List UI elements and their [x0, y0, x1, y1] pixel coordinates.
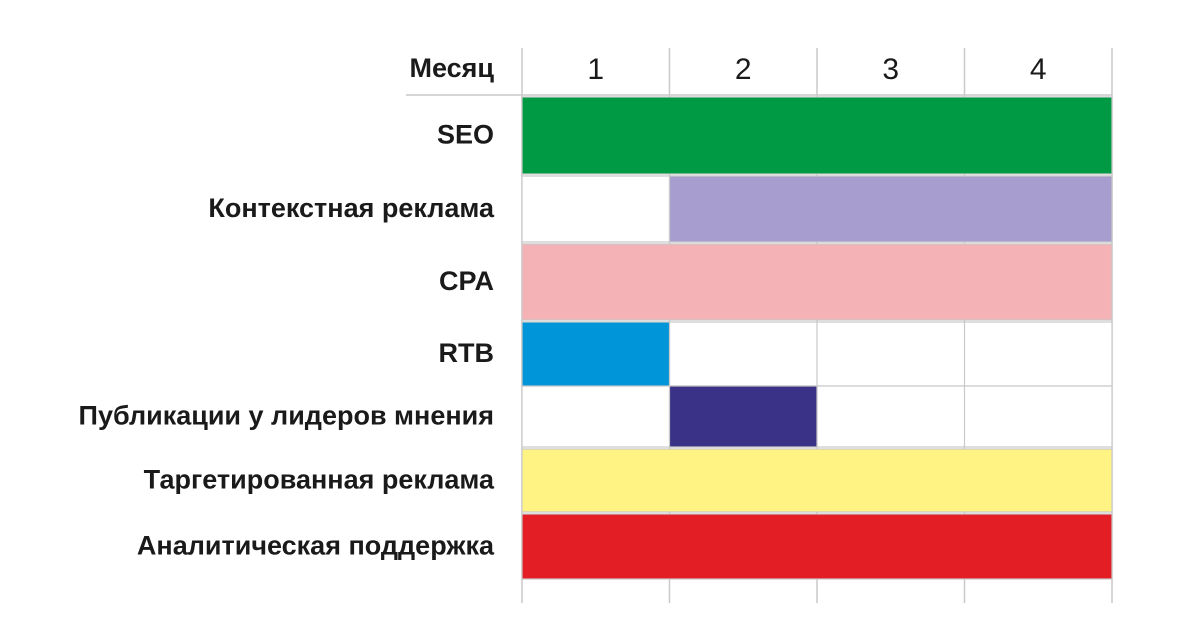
row-label: RTB: [439, 338, 495, 368]
task-bar: [521, 321, 671, 387]
month-label: 4: [1030, 53, 1047, 86]
row-label: Аналитическая поддержка: [137, 531, 495, 561]
header-label: Месяц: [409, 53, 494, 83]
row-label: Контекстная реклама: [208, 193, 495, 223]
task-bar: [668, 175, 1113, 243]
row-label: Публикации у лидеров мнения: [79, 401, 494, 431]
task-bar: [668, 385, 818, 448]
task-bars: [521, 96, 1113, 580]
row-labels: SEO Контекстная реклама CPA RTB Публикации у…: [79, 120, 495, 561]
month-label: 1: [587, 53, 604, 86]
task-bar: [521, 513, 1113, 580]
task-bar: [521, 96, 1113, 175]
row-label: CPA: [439, 266, 494, 296]
row-label: Таргетированная реклама: [144, 465, 495, 495]
month-label: 2: [735, 53, 752, 86]
task-bar: [521, 448, 1113, 513]
task-bar: [521, 243, 1113, 321]
month-label: 3: [882, 53, 899, 86]
row-label: SEO: [437, 120, 494, 150]
month-header: Месяц 1 2 3 4: [409, 53, 1046, 86]
